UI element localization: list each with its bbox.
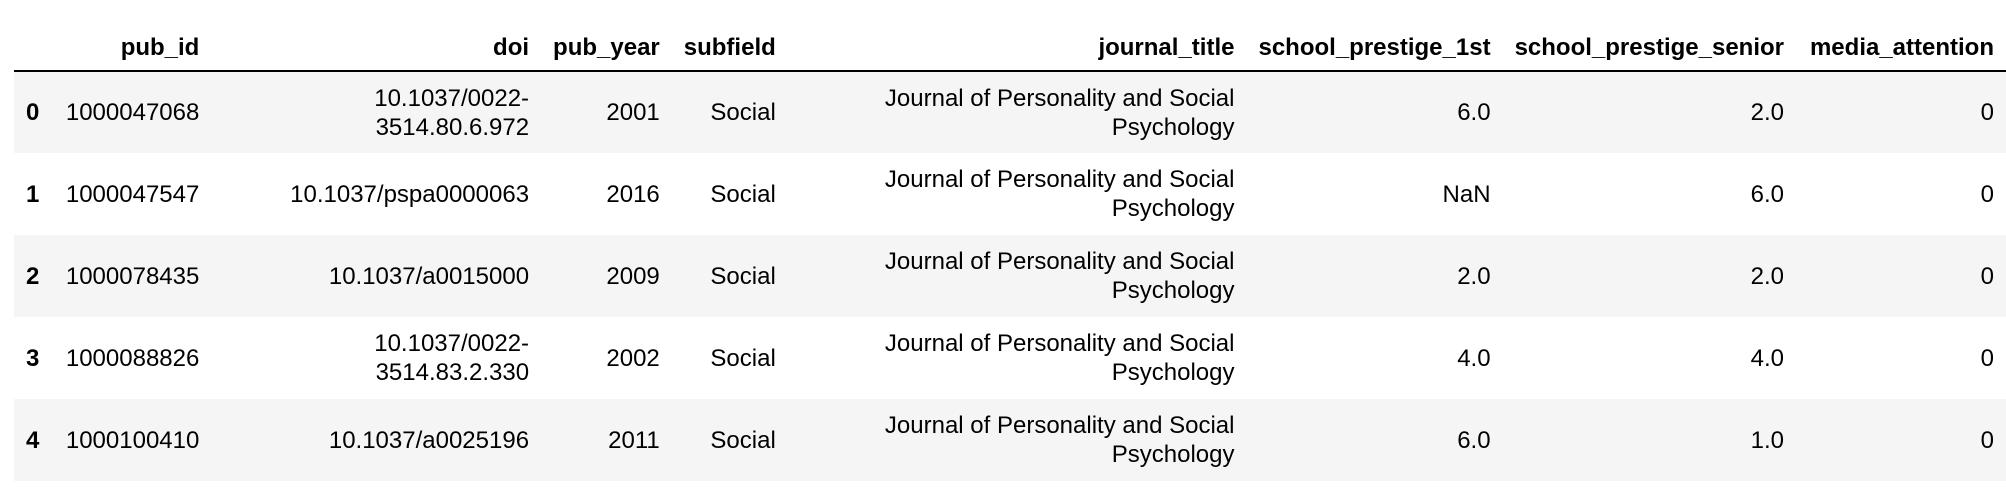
header-row: pub_id doi pub_year subfield journal_tit… (14, 24, 2006, 72)
column-header-pub-year: pub_year (541, 24, 672, 72)
cell-journal-title: Journal of Personality and Social Psycho… (884, 84, 1235, 141)
dataframe-table: pub_id doi pub_year subfield journal_tit… (14, 24, 2006, 481)
cell-media-attention: 0 (1980, 262, 1994, 290)
cell-journal-title: Journal of Personality and Social Psycho… (884, 166, 1235, 222)
row-index: 0 (26, 99, 40, 126)
cell-school-prestige-1st: 6.0 (1457, 99, 1491, 126)
cell-media-attention: 0 (1980, 99, 1994, 126)
cell-school-prestige-senior: 4.0 (1750, 344, 1784, 372)
cell-doi: 10.1037/0022-3514.80.6.972 (374, 84, 530, 141)
column-header-journal-title: journal_title (787, 24, 1247, 72)
cell-journal-title: Journal of Personality and Social Psycho… (884, 248, 1235, 304)
index-header (14, 24, 52, 72)
table-row: 0 1000047068 10.1037/0022-3514.80.6.972 … (14, 71, 2006, 153)
column-header-pub-id: pub_id (51, 24, 212, 72)
cell-doi: 10.1037/pspa0000063 (290, 180, 530, 208)
cell-pub-id: 1000047068 (65, 99, 200, 126)
cell-pub-id: 1000100410 (65, 426, 200, 454)
cell-subfield: Social (710, 262, 776, 290)
row-index: 4 (26, 426, 40, 454)
cell-pub-year: 2009 (606, 262, 660, 290)
cell-media-attention: 0 (1980, 344, 1994, 372)
cell-subfield: Social (710, 180, 776, 208)
column-header-media-attention: media_attention (1796, 24, 2006, 72)
table-row: 3 1000088826 10.1037/0022-3514.83.2.330 … (14, 317, 2006, 399)
cell-pub-year: 2016 (606, 180, 660, 208)
column-header-school-prestige-1st: school_prestige_1st (1246, 24, 1503, 72)
table-row: 2 1000078435 10.1037/a0015000 2009 Socia… (14, 235, 2006, 317)
cell-subfield: Social (710, 426, 776, 454)
cell-pub-year: 2002 (606, 344, 660, 372)
row-index: 2 (26, 262, 40, 290)
cell-subfield: Social (710, 99, 776, 126)
cell-pub-id: 1000088826 (65, 344, 200, 372)
cell-school-prestige-1st: NaN (1442, 180, 1491, 208)
cell-school-prestige-senior: 6.0 (1750, 180, 1784, 208)
cell-media-attention: 0 (1980, 180, 1994, 208)
cell-school-prestige-senior: 1.0 (1750, 426, 1784, 454)
cell-school-prestige-1st: 4.0 (1457, 344, 1491, 372)
cell-pub-id: 1000047547 (65, 180, 200, 208)
column-header-subfield: subfield (671, 24, 788, 72)
cell-pub-id: 1000078435 (65, 262, 200, 290)
table-body: 0 1000047068 10.1037/0022-3514.80.6.972 … (14, 71, 2006, 481)
table-row: 1 1000047547 10.1037/pspa0000063 2016 So… (14, 153, 2006, 235)
cell-school-prestige-senior: 2.0 (1750, 99, 1784, 126)
cell-doi: 10.1037/a0015000 (328, 262, 530, 290)
table-header: pub_id doi pub_year subfield journal_tit… (14, 24, 2006, 72)
cell-school-prestige-1st: 2.0 (1457, 262, 1491, 290)
cell-school-prestige-1st: 6.0 (1457, 426, 1491, 454)
cell-pub-year: 2001 (606, 99, 660, 126)
cell-pub-year: 2011 (608, 426, 660, 454)
cell-doi: 10.1037/a0025196 (328, 426, 530, 454)
row-index: 3 (26, 344, 40, 372)
column-header-doi: doi (211, 24, 542, 72)
cell-media-attention: 0 (1980, 426, 1994, 454)
cell-subfield: Social (710, 344, 776, 372)
column-header-school-prestige-senior: school_prestige_senior (1502, 24, 1796, 72)
cell-school-prestige-senior: 2.0 (1750, 262, 1784, 290)
cell-journal-title: Journal of Personality and Social Psycho… (884, 330, 1235, 386)
cell-doi: 10.1037/0022-3514.83.2.330 (374, 330, 530, 386)
table-row: 4 1000100410 10.1037/a0025196 2011 Socia… (14, 399, 2006, 481)
cell-journal-title: Journal of Personality and Social Psycho… (884, 412, 1235, 468)
row-index: 1 (26, 180, 40, 208)
